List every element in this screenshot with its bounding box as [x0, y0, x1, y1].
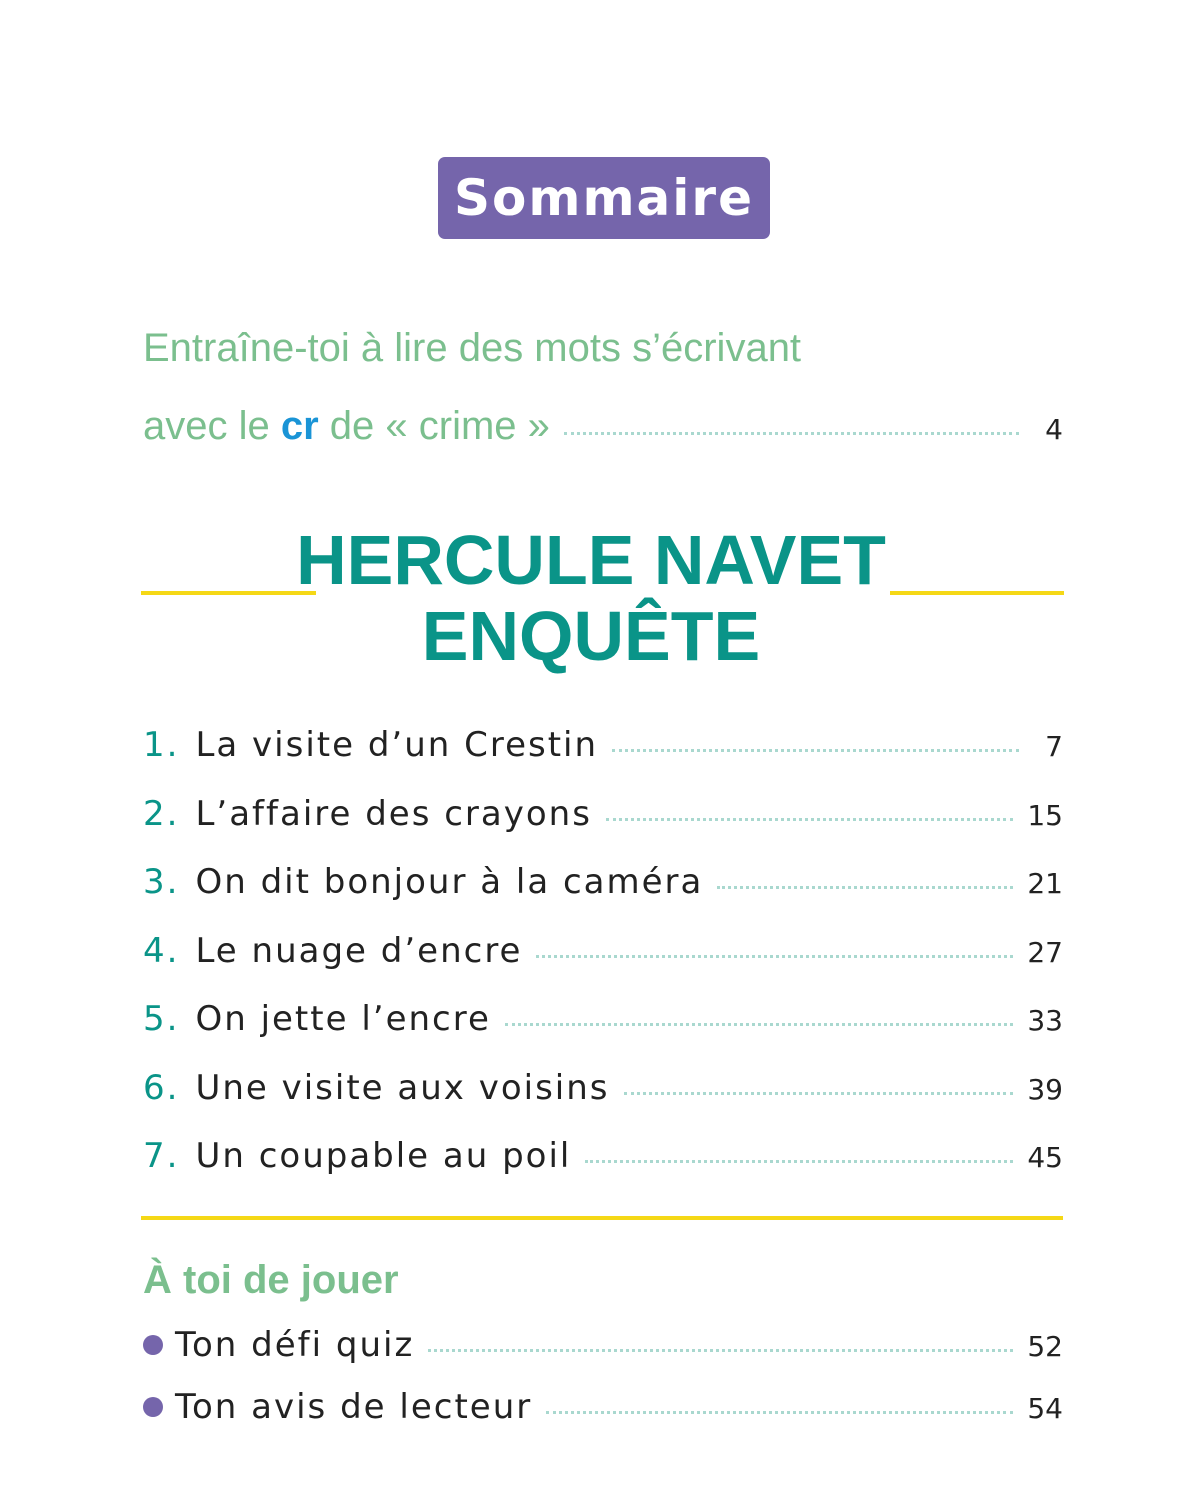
chapter-number: 7.: [143, 1136, 180, 1176]
dot-leader: [546, 1411, 1014, 1414]
bullet-icon: [143, 1335, 163, 1355]
yellow-rule-right: [890, 591, 1064, 595]
chapter-entry[interactable]: 2. L’affaire des crayons 15: [143, 794, 1063, 834]
page-number: 33: [1027, 1004, 1063, 1037]
chapter-number: 4.: [143, 930, 180, 971]
yellow-divider: [141, 1216, 1063, 1220]
game-entry[interactable]: Ton avis de lecteur 54: [143, 1387, 1063, 1427]
chapter-number: 1.: [143, 725, 180, 765]
chapter-label: 4. Le nuage d’encre: [143, 931, 522, 971]
chapter-title: La visite d’un Crestin: [195, 725, 599, 765]
chapter-title: Un coupable au poil: [195, 1136, 572, 1176]
dot-leader: [605, 817, 1014, 821]
intro-highlight: cr: [280, 404, 319, 448]
chapter-entry[interactable]: 3. On dit bonjour à la caméra 21: [143, 862, 1063, 902]
chapter-title: L’affaire des crayons: [195, 793, 592, 834]
page-number: 15: [1027, 798, 1063, 832]
dot-leader: [536, 954, 1014, 958]
chapter-entry[interactable]: 6. Une visite aux voisins 39: [143, 1068, 1063, 1108]
game-entry[interactable]: Ton défi quiz 52: [143, 1325, 1063, 1365]
chapter-entry[interactable]: 4. Le nuage d’encre 27: [143, 931, 1063, 971]
chapter-entry[interactable]: 5. On jette l’encre 33: [143, 999, 1063, 1039]
dot-leader: [504, 1023, 1014, 1026]
bullet-icon: [143, 1397, 163, 1417]
chapter-title: On jette l’encre: [195, 999, 491, 1039]
dot-leader: [585, 1160, 1014, 1163]
page-number: 21: [1027, 867, 1063, 900]
page-number: 4: [1045, 413, 1063, 446]
chapter-label: 1. La visite d’un Crestin: [143, 725, 598, 765]
intro-entry[interactable]: avec le cr de « crime » 4: [143, 404, 1063, 449]
chapter-number: 5.: [143, 999, 180, 1039]
chapter-entry[interactable]: 7. Un coupable au poil 45: [143, 1136, 1063, 1176]
chapter-number: 6.: [143, 1067, 180, 1108]
chapter-entry[interactable]: 1. La visite d’un Crestin 7: [143, 725, 1063, 765]
sommaire-badge: Sommaire: [438, 157, 770, 239]
page-number: 39: [1027, 1072, 1063, 1106]
dot-leader: [612, 749, 1019, 752]
chapter-number: 3.: [143, 862, 180, 902]
chapter-label: 5. On jette l’encre: [143, 999, 491, 1039]
chapter-number: 2.: [143, 793, 180, 834]
chapter-label: 7. Un coupable au poil: [143, 1136, 571, 1176]
intro-text: avec le: [143, 404, 281, 448]
chapter-label: 6. Une visite aux voisins: [143, 1068, 610, 1108]
games-heading: À toi de jouer: [143, 1258, 399, 1302]
chapter-label: 2. L’affaire des crayons: [143, 794, 592, 834]
page-number: 27: [1027, 935, 1063, 969]
page-number: 54: [1027, 1392, 1063, 1425]
intro-line-1: Entraîne-toi à lire des mots s’écrivant: [143, 326, 802, 370]
page-number: 45: [1027, 1141, 1063, 1174]
page-number: 7: [1045, 730, 1063, 763]
chapter-title: Une visite aux voisins: [195, 1067, 610, 1108]
chapter-title: Le nuage d’encre: [195, 930, 523, 971]
chapter-label: 3. On dit bonjour à la caméra: [143, 862, 703, 902]
dot-leader: [717, 886, 1014, 889]
story-title: HERCULE NAVET ENQUÊTE: [0, 522, 1182, 674]
story-title-line-2: ENQUÊTE: [421, 597, 761, 675]
dot-leader: [623, 1091, 1014, 1095]
game-title: Ton défi quiz: [175, 1325, 415, 1365]
game-title: Ton avis de lecteur: [175, 1387, 533, 1427]
dot-leader: [563, 432, 1019, 435]
page-number: 52: [1027, 1330, 1063, 1363]
intro-text-end: de « crime »: [318, 404, 550, 448]
story-title-line-1: HERCULE NAVET: [296, 521, 886, 599]
dot-leader: [428, 1349, 1014, 1352]
yellow-rule-left: [141, 591, 316, 595]
chapter-title: On dit bonjour à la caméra: [195, 862, 704, 902]
